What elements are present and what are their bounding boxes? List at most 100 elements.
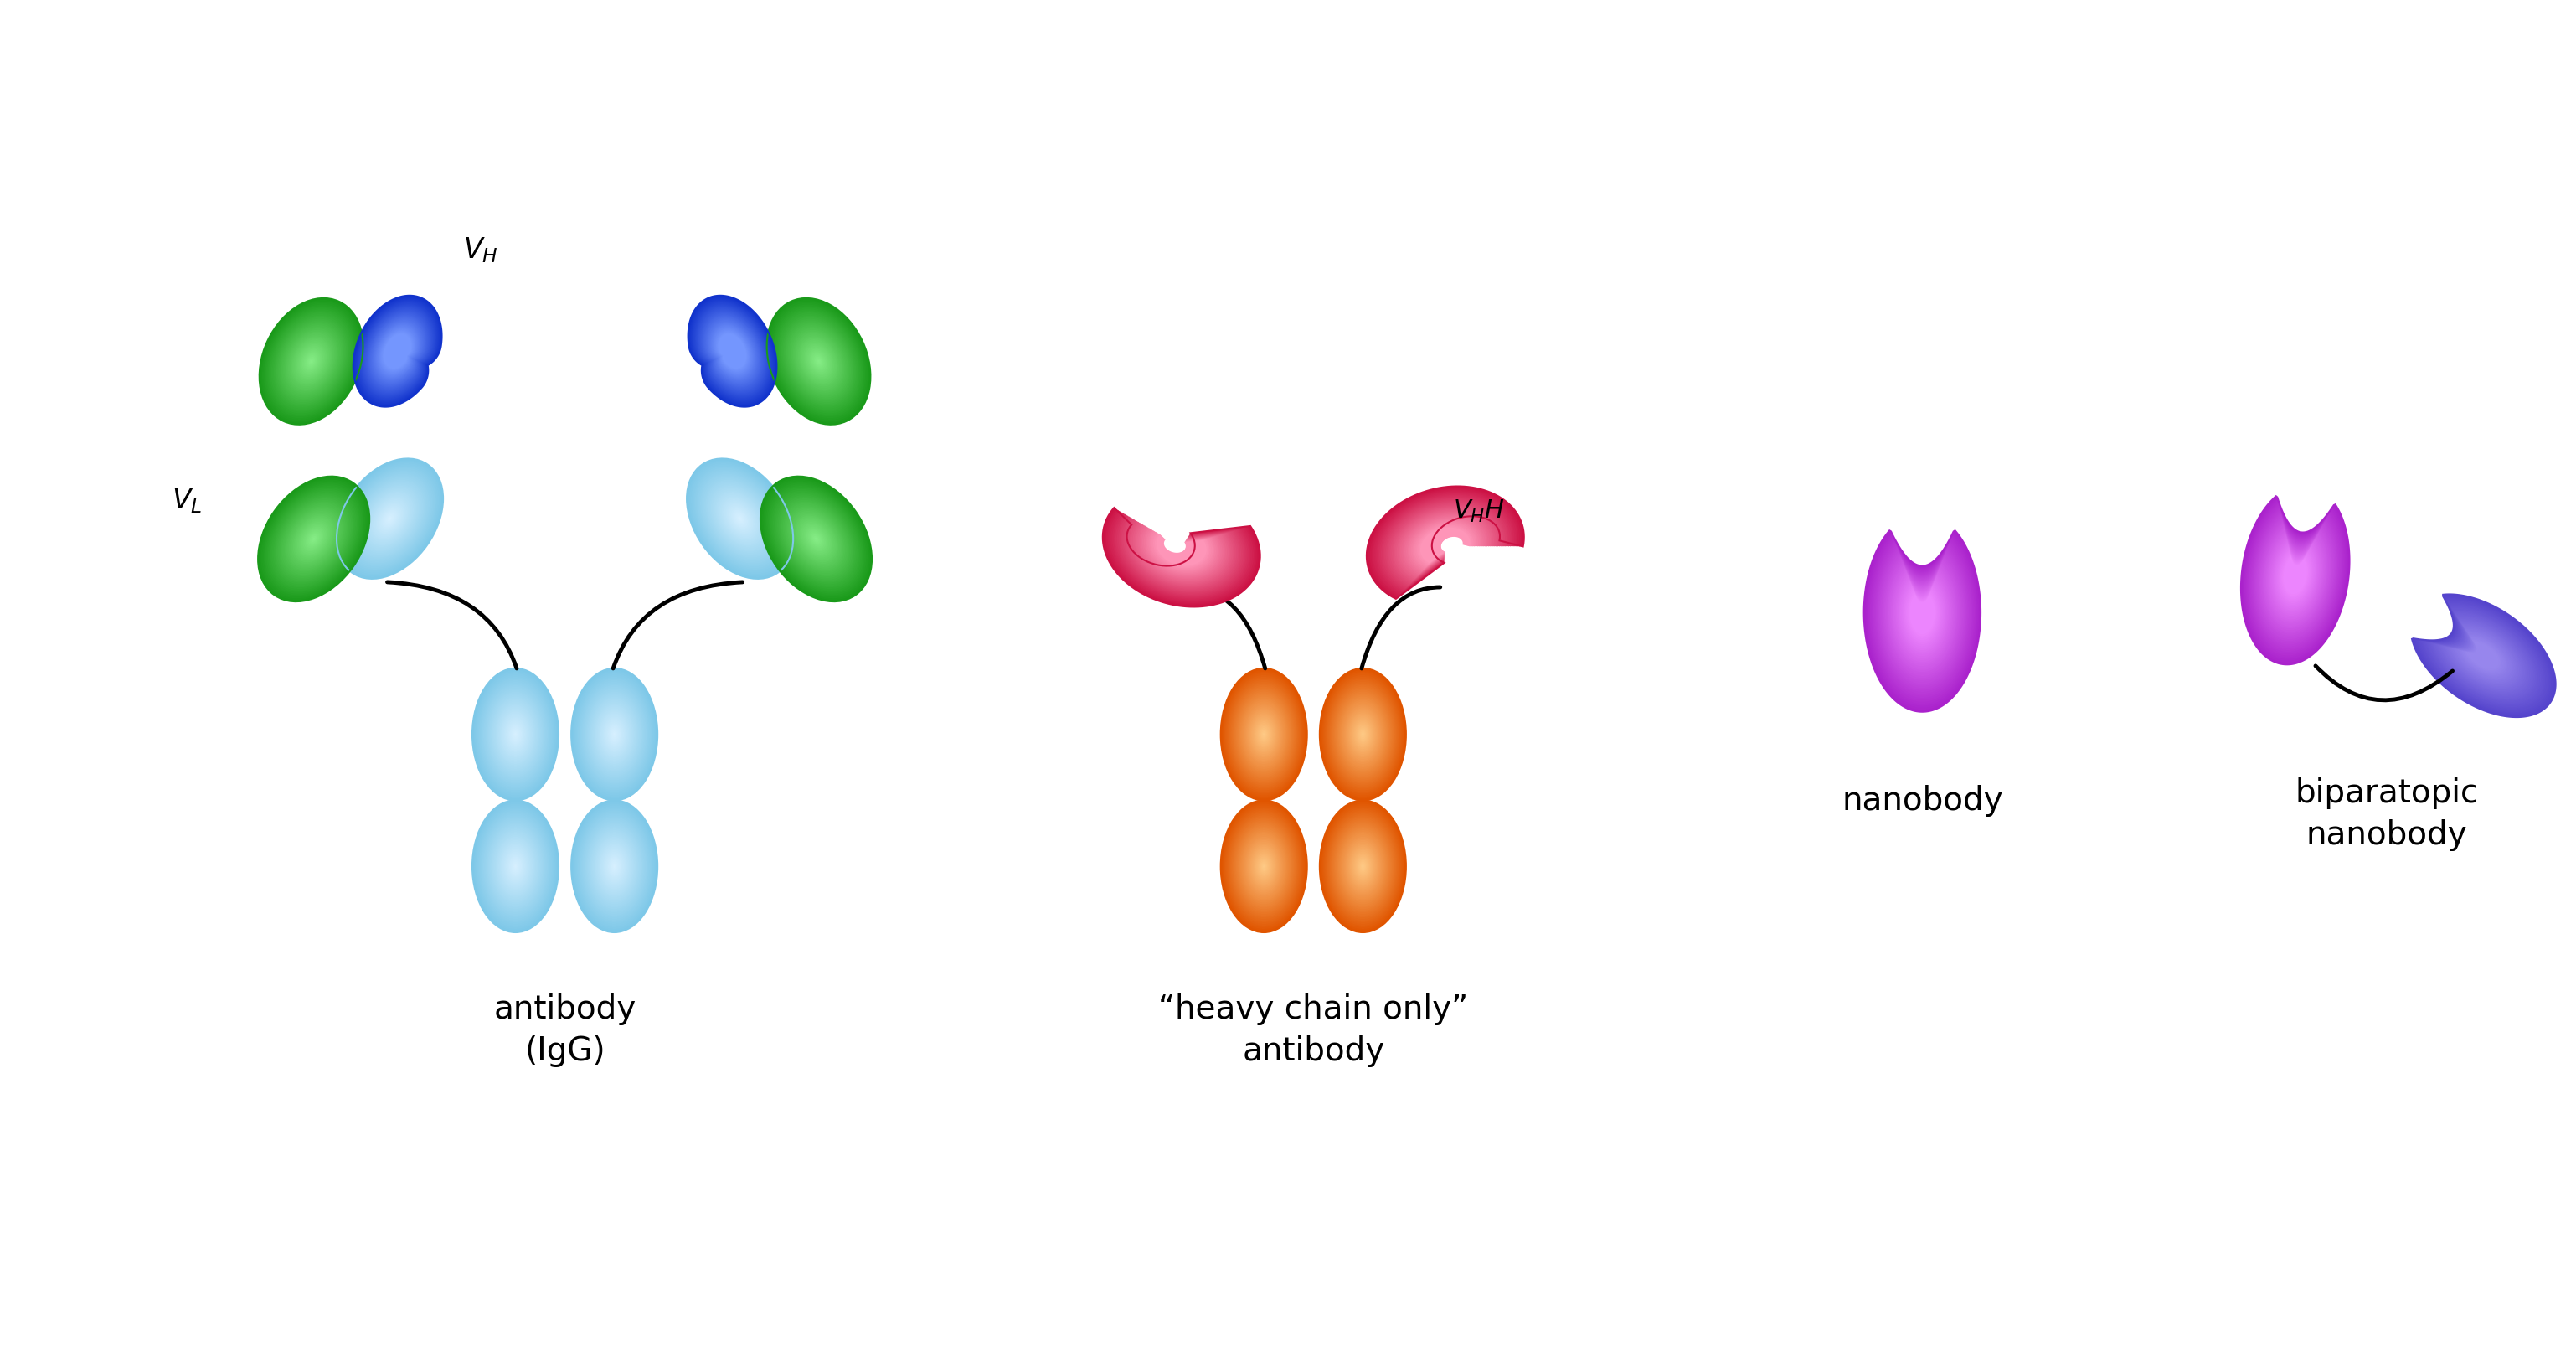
Polygon shape: [1378, 496, 1512, 591]
Ellipse shape: [690, 464, 788, 575]
Ellipse shape: [482, 815, 549, 918]
Polygon shape: [379, 327, 417, 376]
Polygon shape: [716, 330, 750, 373]
Ellipse shape: [796, 334, 840, 388]
Ellipse shape: [811, 534, 819, 544]
Ellipse shape: [1236, 825, 1291, 907]
Ellipse shape: [1239, 696, 1288, 772]
Polygon shape: [711, 323, 755, 379]
Ellipse shape: [600, 846, 629, 886]
Ellipse shape: [1234, 688, 1293, 780]
Ellipse shape: [608, 726, 621, 742]
Ellipse shape: [286, 507, 343, 571]
Ellipse shape: [1244, 836, 1285, 898]
Polygon shape: [2272, 539, 2318, 614]
Ellipse shape: [270, 311, 353, 412]
Polygon shape: [1873, 544, 1971, 696]
Polygon shape: [2259, 523, 2331, 634]
Polygon shape: [688, 296, 775, 407]
Ellipse shape: [366, 491, 415, 548]
Ellipse shape: [505, 850, 526, 883]
Polygon shape: [2424, 604, 2545, 707]
Ellipse shape: [781, 499, 853, 580]
Polygon shape: [2251, 510, 2339, 649]
Ellipse shape: [477, 673, 556, 795]
Ellipse shape: [381, 508, 399, 529]
Ellipse shape: [258, 476, 368, 602]
Polygon shape: [1406, 516, 1484, 573]
Ellipse shape: [296, 343, 325, 379]
Ellipse shape: [355, 481, 422, 556]
Ellipse shape: [1226, 679, 1301, 791]
Polygon shape: [1401, 512, 1489, 576]
Ellipse shape: [600, 711, 629, 757]
Ellipse shape: [574, 673, 654, 795]
Ellipse shape: [595, 704, 634, 764]
Ellipse shape: [484, 685, 549, 784]
Ellipse shape: [781, 314, 858, 408]
Polygon shape: [355, 299, 440, 404]
Ellipse shape: [778, 312, 858, 410]
Ellipse shape: [693, 466, 786, 571]
Ellipse shape: [1252, 715, 1278, 754]
Ellipse shape: [1321, 671, 1404, 799]
Polygon shape: [698, 310, 765, 393]
Polygon shape: [376, 324, 417, 377]
Ellipse shape: [582, 685, 647, 784]
Ellipse shape: [611, 860, 618, 873]
Ellipse shape: [1332, 687, 1394, 783]
Ellipse shape: [376, 502, 404, 535]
Polygon shape: [374, 320, 422, 383]
Polygon shape: [696, 303, 770, 399]
Ellipse shape: [268, 487, 361, 591]
Polygon shape: [379, 327, 417, 375]
Polygon shape: [1105, 508, 1260, 606]
Ellipse shape: [296, 519, 332, 560]
Ellipse shape: [343, 465, 438, 573]
Polygon shape: [1875, 545, 1971, 694]
Polygon shape: [1118, 515, 1244, 595]
Ellipse shape: [608, 856, 621, 876]
Polygon shape: [368, 314, 428, 388]
Polygon shape: [2249, 508, 2342, 650]
Ellipse shape: [263, 481, 366, 596]
Ellipse shape: [574, 803, 654, 929]
Ellipse shape: [368, 493, 412, 545]
Ellipse shape: [1324, 806, 1404, 927]
Polygon shape: [1883, 558, 1960, 679]
Polygon shape: [1391, 504, 1499, 583]
Ellipse shape: [1347, 711, 1378, 757]
Ellipse shape: [1257, 856, 1270, 876]
Ellipse shape: [734, 511, 747, 526]
Ellipse shape: [603, 848, 626, 884]
Ellipse shape: [605, 721, 623, 748]
Ellipse shape: [804, 342, 835, 380]
Ellipse shape: [1355, 723, 1370, 746]
Polygon shape: [363, 307, 433, 395]
Ellipse shape: [688, 460, 791, 577]
Polygon shape: [2445, 622, 2522, 690]
Ellipse shape: [714, 488, 768, 549]
Polygon shape: [1419, 526, 1471, 564]
Ellipse shape: [1334, 823, 1391, 910]
Polygon shape: [698, 307, 768, 395]
Ellipse shape: [572, 668, 657, 800]
Polygon shape: [355, 297, 440, 404]
Ellipse shape: [278, 500, 348, 579]
Ellipse shape: [268, 308, 355, 415]
Polygon shape: [1880, 556, 1963, 681]
Polygon shape: [2264, 530, 2326, 625]
Ellipse shape: [708, 484, 770, 553]
Text: $V_H$: $V_H$: [464, 235, 497, 265]
Ellipse shape: [1260, 726, 1270, 742]
Polygon shape: [1133, 523, 1229, 583]
Polygon shape: [2269, 537, 2321, 618]
Ellipse shape: [605, 719, 623, 749]
Ellipse shape: [502, 848, 528, 884]
Ellipse shape: [1260, 860, 1267, 873]
Ellipse shape: [711, 487, 768, 550]
Polygon shape: [1376, 492, 1517, 594]
Polygon shape: [353, 296, 440, 407]
Ellipse shape: [1252, 718, 1275, 750]
Polygon shape: [355, 299, 438, 403]
